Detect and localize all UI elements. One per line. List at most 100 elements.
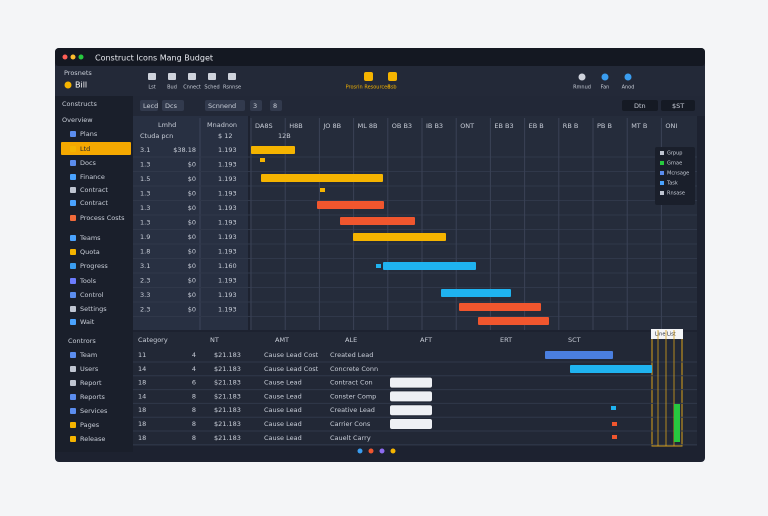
bottom-cell: $21.183 xyxy=(214,351,241,359)
tool-icon[interactable] xyxy=(188,73,196,80)
bottom-header: AMT xyxy=(275,336,289,344)
status-chip xyxy=(390,419,432,429)
bottom-cell: $21.183 xyxy=(214,434,241,442)
gantt-bar[interactable] xyxy=(340,217,415,225)
gantt-bar[interactable] xyxy=(317,201,384,209)
tool-icon[interactable] xyxy=(228,73,236,80)
filter-label: Scnnend xyxy=(208,102,236,110)
bottom-cell: Creative Lead xyxy=(330,406,375,414)
gantt-bar[interactable] xyxy=(441,289,511,297)
tool-icon[interactable] xyxy=(208,73,216,80)
grid-cell: 1.193 xyxy=(218,291,237,299)
bottom-cell: 6 xyxy=(192,379,196,387)
sidebar-bottom-item: Pages xyxy=(80,421,100,429)
status-chip xyxy=(390,391,432,402)
grid-cell: $0 xyxy=(188,219,196,227)
filter-chip[interactable] xyxy=(205,100,245,111)
grid-cell: 1.193 xyxy=(218,161,237,169)
right-label: Anod xyxy=(622,85,635,91)
timeline xyxy=(250,116,697,330)
bottom-cell: Contract Con xyxy=(330,379,373,387)
right-icon[interactable] xyxy=(624,73,632,81)
grid-cell: 1.193 xyxy=(218,306,237,314)
sidebar-icon xyxy=(70,200,76,206)
sidebar-item: Control xyxy=(80,291,104,299)
project-icon xyxy=(64,81,72,89)
tag-label: Line List xyxy=(655,332,676,338)
page-dot[interactable] xyxy=(379,448,385,454)
sidebar-item: Teams xyxy=(79,234,101,242)
bottom-cell: 8 xyxy=(192,434,196,442)
legend-swatch xyxy=(660,191,664,195)
right-icon[interactable] xyxy=(601,73,609,81)
sidebar-icon xyxy=(70,160,76,166)
sidebar-icon xyxy=(70,394,76,400)
bottom-cell: Cause Lead xyxy=(264,434,302,442)
sidebar-icon xyxy=(70,278,76,284)
bottom-cell: 11 xyxy=(138,351,146,359)
bottom-cell: Cause Lead xyxy=(264,420,302,428)
gantt-marker xyxy=(376,264,381,268)
bottom-cell: 18 xyxy=(138,420,146,428)
grid-cell: $0 xyxy=(188,248,196,256)
gantt-bar[interactable] xyxy=(353,233,446,241)
grid-cell: $0 xyxy=(188,291,196,299)
page-dot[interactable] xyxy=(357,448,363,454)
timeline-subheader: 12B xyxy=(278,132,291,140)
sidebar-icon xyxy=(70,436,76,442)
bottom-cell: 14 xyxy=(138,365,146,373)
page-dot[interactable] xyxy=(368,448,374,454)
gantt-bar[interactable] xyxy=(545,351,613,359)
grid-cell: 1.193 xyxy=(218,277,237,285)
sidebar-icon xyxy=(70,408,76,414)
gantt-marker xyxy=(612,422,617,426)
filter-chip[interactable] xyxy=(250,100,262,111)
timeline-header: ONT xyxy=(460,122,474,130)
filter-chip[interactable] xyxy=(270,100,282,111)
filter-chip[interactable] xyxy=(162,100,184,111)
tag-box xyxy=(651,329,683,339)
gantt-bar[interactable] xyxy=(261,174,383,182)
tool-label: Sched xyxy=(204,85,219,91)
gantt-bar[interactable] xyxy=(459,303,541,311)
sidebar-group: Overview xyxy=(62,116,93,124)
center-icon[interactable] xyxy=(364,72,373,81)
grid-cell: $0 xyxy=(188,204,196,212)
grid-cell: $0 xyxy=(188,277,196,285)
sidebar-item: Docs xyxy=(80,159,97,167)
timeline-header: MT B xyxy=(631,122,647,130)
title-bar xyxy=(55,48,705,66)
close-button[interactable] xyxy=(62,54,68,60)
sidebar-item: Contract xyxy=(80,199,108,207)
status-chip xyxy=(390,405,432,416)
gantt-bar[interactable] xyxy=(383,262,476,270)
project-label: Prosnets xyxy=(64,69,92,77)
timeline-header: DA8S xyxy=(255,122,273,130)
gantt-bar[interactable] xyxy=(570,365,652,373)
grid-cell: 1.193 xyxy=(218,219,237,227)
share-button[interactable] xyxy=(622,100,658,111)
legend-label: Grnae xyxy=(667,161,682,167)
grid-cell: 1.193 xyxy=(218,175,237,183)
bottom-header: SCT xyxy=(568,336,581,344)
bottom-cell: 8 xyxy=(192,420,196,428)
sidebar-bottom-item: Users xyxy=(80,365,99,373)
gantt-bar[interactable] xyxy=(251,146,295,154)
gantt-bar[interactable] xyxy=(478,317,549,325)
sidebar-selected[interactable] xyxy=(61,142,131,155)
maximize-button[interactable] xyxy=(78,54,84,60)
timeline-header: IB B3 xyxy=(426,122,443,130)
minimize-button[interactable] xyxy=(70,54,76,60)
grid-cell: 1.193 xyxy=(218,204,237,212)
tool-icon[interactable] xyxy=(148,73,156,80)
tool-icon[interactable] xyxy=(168,73,176,80)
save-button[interactable] xyxy=(661,100,695,111)
center-icon[interactable] xyxy=(388,72,397,81)
tool-label: Rsnnse xyxy=(223,85,241,91)
filter-chip[interactable] xyxy=(140,100,158,111)
sidebar-icon xyxy=(70,422,76,428)
timeline-header: ONI xyxy=(665,122,677,130)
sidebar-bottom-item: Report xyxy=(80,379,102,387)
page-dot[interactable] xyxy=(390,448,396,454)
right-icon[interactable] xyxy=(578,73,586,81)
